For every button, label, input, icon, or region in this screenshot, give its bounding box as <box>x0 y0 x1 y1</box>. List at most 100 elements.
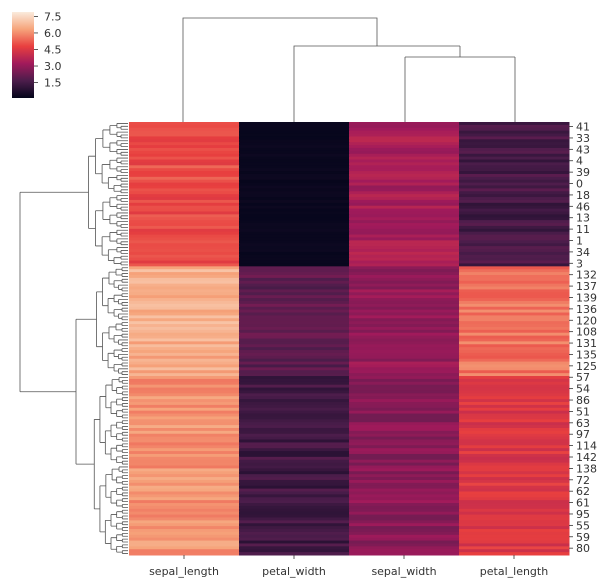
row-label: 13 <box>576 212 590 225</box>
heatmap-cell <box>239 202 350 207</box>
heatmap-cell <box>459 159 570 163</box>
heatmap-cell <box>239 243 350 247</box>
heatmap-cell <box>129 257 240 262</box>
heatmap-cell <box>459 479 570 484</box>
heatmap-cell <box>129 341 240 345</box>
heatmap-cell <box>349 214 460 218</box>
heatmap-cell <box>349 445 460 449</box>
heatmap-cell <box>129 168 240 172</box>
heatmap-cell <box>349 488 460 492</box>
heatmap-cell <box>129 546 240 550</box>
heatmap-cell <box>349 456 460 461</box>
heatmap-cell <box>239 199 350 204</box>
heatmap-cell <box>129 269 240 273</box>
heatmap-cell <box>349 396 460 400</box>
heatmap-cell <box>239 329 350 334</box>
heatmap-cell <box>349 352 460 357</box>
heatmap-cell <box>349 165 460 169</box>
heatmap-cell <box>349 211 460 215</box>
heatmap-cell <box>459 249 570 253</box>
heatmap-cell <box>239 468 350 472</box>
heatmap-cell <box>459 286 570 290</box>
heatmap-cell <box>459 500 570 504</box>
heatmap-cell <box>459 254 570 259</box>
heatmap-cell <box>349 277 460 282</box>
heatmap-cell <box>239 445 350 449</box>
heatmap-cell <box>129 234 240 238</box>
heatmap-cell <box>239 185 350 189</box>
row-label: 120 <box>576 314 597 327</box>
heatmap-cell <box>129 520 240 524</box>
heatmap-cell <box>239 485 350 490</box>
heatmap-cell <box>239 381 350 386</box>
heatmap-cell <box>129 199 240 204</box>
heatmap-cell <box>459 393 570 397</box>
heatmap-cell <box>129 413 240 417</box>
heatmap-cell <box>239 179 350 184</box>
heatmap-cell <box>459 390 570 394</box>
heatmap-cell <box>129 289 240 293</box>
heatmap-cell <box>129 479 240 484</box>
heatmap-cell <box>129 529 240 533</box>
heatmap-cell <box>349 494 460 498</box>
heatmap-cell <box>349 422 460 426</box>
heatmap-cell <box>349 416 460 420</box>
heatmap-cell <box>459 153 570 158</box>
row-label: 142 <box>576 451 597 464</box>
heatmap-cell <box>459 306 570 311</box>
heatmap-cell <box>129 393 240 397</box>
heatmap-cell <box>349 402 460 406</box>
heatmap-cell <box>459 318 570 322</box>
heatmap-cell <box>239 384 350 389</box>
heatmap-cell <box>459 231 570 236</box>
heatmap-cell <box>239 376 350 380</box>
heatmap-cell <box>459 508 570 513</box>
heatmap-cell <box>239 448 350 452</box>
heatmap-cell <box>239 474 350 478</box>
heatmap-cell <box>349 505 460 510</box>
heatmap-cell <box>239 254 350 259</box>
heatmap-cell <box>349 370 460 374</box>
heatmap-cell <box>239 546 350 550</box>
heatmap-cell <box>129 237 240 241</box>
row-label: 39 <box>576 166 590 179</box>
heatmap-cell <box>349 300 460 305</box>
heatmap-cell <box>239 465 350 469</box>
heatmap-cell <box>349 324 460 328</box>
heatmap-cell <box>239 130 350 135</box>
heatmap-cell <box>349 335 460 339</box>
heatmap-cell <box>459 173 570 178</box>
heatmap-cell <box>349 471 460 475</box>
heatmap-cell <box>239 295 350 299</box>
row-label: 55 <box>576 519 590 532</box>
heatmap-cell <box>459 283 570 288</box>
heatmap-cell <box>239 283 350 288</box>
heatmap-cell <box>349 393 460 397</box>
colorbar-ticks: 7.5 6.0 4.5 3.0 1.5 <box>34 10 62 90</box>
heatmap-cell <box>239 427 350 432</box>
heatmap-cell <box>349 191 460 195</box>
heatmap-cell <box>239 436 350 441</box>
heatmap-cell <box>129 448 240 452</box>
row-label: 86 <box>576 394 590 407</box>
heatmap-cell <box>349 145 460 149</box>
heatmap-cell <box>349 280 460 285</box>
heatmap-cell <box>349 321 460 325</box>
row-label: 34 <box>576 246 590 259</box>
heatmap-cell <box>129 350 240 354</box>
heatmap-cell <box>459 176 570 181</box>
heatmap-cell <box>129 355 240 360</box>
heatmap-cell <box>459 182 570 187</box>
heatmap-cell <box>129 133 240 137</box>
heatmap-cell <box>239 503 350 507</box>
heatmap-cell <box>349 439 460 443</box>
heatmap-cell <box>129 335 240 339</box>
heatmap-cell <box>459 387 570 391</box>
heatmap-cell <box>349 243 460 247</box>
heatmap-cell <box>239 531 350 536</box>
heatmap-cell <box>239 225 350 230</box>
heatmap-cell <box>459 133 570 137</box>
heatmap-cell <box>349 361 460 365</box>
heatmap-cell <box>239 537 350 542</box>
heatmap-cell <box>239 234 350 238</box>
